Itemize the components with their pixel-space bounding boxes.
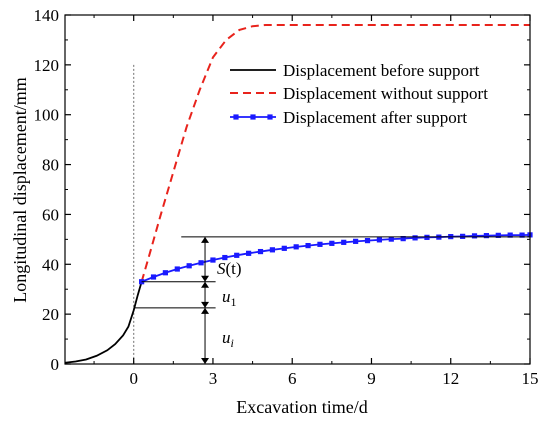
- series-point: [495, 232, 501, 238]
- series-point: [281, 245, 287, 251]
- ui-symbol: u: [222, 328, 231, 347]
- legend: Displacement before support Displacement …: [230, 61, 488, 127]
- y-tick-label: 100: [34, 106, 60, 125]
- ui-subscript: i: [231, 336, 234, 350]
- series-point: [234, 252, 240, 258]
- y-tick-label: 120: [34, 56, 60, 75]
- series-line-1: [64, 281, 143, 364]
- x-axis-title: Excavation time/d: [236, 397, 367, 417]
- series-point: [186, 263, 192, 269]
- x-tick-label: 15: [522, 369, 539, 388]
- x-tick-label: 6: [288, 369, 297, 388]
- series-line-3: [141, 233, 531, 283]
- y-tick-label: 80: [42, 156, 59, 175]
- series-point: [162, 270, 168, 276]
- y-axis-title: Longitudinal displacement/mm: [10, 77, 30, 302]
- s-suffix: (t): [226, 259, 242, 278]
- axes: Excavation time/d Longitudinal displacem…: [10, 6, 539, 417]
- series-point: [507, 232, 513, 238]
- u1-annotation: u1: [222, 287, 237, 309]
- legend-marker: [267, 114, 273, 120]
- series-point: [388, 236, 394, 242]
- arrow-ui-head-down: [201, 358, 210, 364]
- series-point: [198, 260, 204, 266]
- series-point: [471, 233, 478, 239]
- ui-annotation: ui: [222, 328, 234, 350]
- arrow-u1-head-up: [201, 281, 210, 288]
- series-line-2: [140, 23, 530, 283]
- series-point: [519, 232, 525, 238]
- arrow-u1-head-down: [201, 301, 210, 308]
- series-point: [376, 237, 383, 243]
- series-point: [353, 238, 359, 244]
- series-point: [174, 266, 180, 272]
- series-point: [317, 241, 323, 247]
- series-point: [210, 257, 216, 263]
- series-point: [257, 248, 264, 255]
- x-tick-label: 0: [129, 369, 138, 388]
- x-tick-label: 12: [442, 369, 459, 388]
- s-annotation: S(t): [217, 259, 242, 278]
- series-point: [246, 250, 252, 256]
- s-symbol: S: [217, 259, 226, 278]
- y-tick-label: 20: [42, 305, 59, 324]
- legend-label-2: Displacement without support: [283, 84, 488, 103]
- arrow-s-head-down: [201, 275, 210, 282]
- x-tick-label: 3: [209, 369, 218, 388]
- legend-marker: [233, 114, 239, 120]
- y-tick-label: 60: [42, 205, 59, 224]
- annotation-group: S(t) u1 ui: [133, 236, 530, 364]
- series-point: [305, 242, 311, 249]
- series-point: [329, 240, 335, 246]
- series-point: [293, 244, 299, 250]
- x-tick-label: 9: [367, 369, 376, 388]
- series-point: [412, 235, 418, 241]
- u1-symbol: u: [222, 287, 231, 306]
- legend-label-1: Displacement before support: [283, 61, 480, 80]
- series-point: [364, 238, 371, 244]
- series-point: [222, 254, 228, 261]
- legend-label-3: Displacement after support: [283, 108, 467, 127]
- arrow-ui-head-up: [201, 307, 210, 314]
- series-point: [400, 236, 406, 242]
- series-point: [483, 233, 490, 239]
- series-point: [341, 239, 347, 245]
- u1-subscript: 1: [231, 295, 237, 309]
- series-point: [150, 274, 157, 280]
- arrow-s-head-up: [201, 236, 210, 243]
- y-tick-label: 40: [42, 255, 59, 274]
- y-tick-label: 0: [51, 355, 60, 374]
- series-point: [269, 247, 276, 253]
- legend-marker: [250, 114, 256, 120]
- y-tick-label: 140: [34, 6, 60, 25]
